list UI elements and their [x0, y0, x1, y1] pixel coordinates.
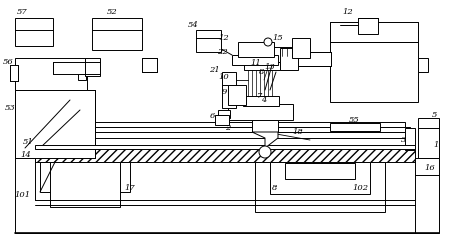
Bar: [35, 122, 405, 127]
Text: 101: 101: [14, 191, 30, 199]
Text: 17: 17: [125, 184, 135, 192]
Text: 7: 7: [257, 92, 263, 100]
Polygon shape: [252, 132, 278, 148]
Bar: [358, 18, 378, 34]
Bar: [35, 145, 415, 149]
Text: 56: 56: [3, 58, 13, 66]
Bar: [228, 85, 246, 105]
Bar: [53, 62, 93, 74]
Text: 3: 3: [401, 136, 407, 144]
Text: 1: 1: [433, 141, 439, 149]
Text: 12: 12: [343, 8, 353, 16]
Bar: [35, 127, 410, 132]
Bar: [85, 58, 100, 76]
Text: 15: 15: [272, 34, 283, 42]
Bar: [15, 18, 53, 46]
Bar: [196, 30, 221, 52]
Bar: [40, 162, 130, 192]
Bar: [92, 18, 142, 50]
Bar: [218, 110, 230, 118]
Text: 9: 9: [221, 88, 227, 96]
Bar: [280, 48, 298, 70]
Text: 12: 12: [219, 34, 229, 42]
Text: 6: 6: [209, 112, 215, 120]
Text: 55: 55: [349, 116, 360, 124]
Text: 21: 21: [209, 66, 219, 74]
Bar: [228, 104, 293, 120]
Circle shape: [259, 146, 271, 158]
Text: 10: 10: [219, 73, 229, 81]
Bar: [15, 58, 87, 90]
Text: 11: 11: [251, 59, 262, 67]
Bar: [270, 162, 370, 194]
Bar: [418, 58, 428, 72]
Polygon shape: [15, 90, 95, 158]
Bar: [405, 128, 415, 150]
Bar: [222, 72, 236, 108]
Text: 18: 18: [293, 128, 303, 136]
Text: 54: 54: [188, 21, 198, 29]
Text: 8: 8: [272, 184, 278, 192]
Text: 53: 53: [5, 104, 15, 112]
Text: 8: 8: [259, 68, 265, 76]
Bar: [142, 58, 157, 72]
Bar: [330, 22, 418, 102]
Bar: [78, 70, 86, 80]
Bar: [285, 163, 355, 179]
Bar: [244, 62, 280, 70]
Text: 4: 4: [262, 96, 266, 104]
Bar: [292, 38, 310, 58]
Text: 14: 14: [20, 151, 31, 159]
Bar: [35, 132, 415, 138]
Bar: [10, 65, 18, 81]
Text: 13: 13: [265, 63, 276, 71]
Bar: [35, 148, 415, 162]
Text: 16: 16: [424, 164, 435, 172]
Text: 22: 22: [217, 48, 227, 56]
Circle shape: [264, 38, 272, 46]
Bar: [330, 123, 380, 131]
Text: 5: 5: [432, 111, 438, 119]
Bar: [238, 42, 274, 57]
Text: 51: 51: [23, 138, 34, 146]
Bar: [215, 115, 229, 125]
Bar: [15, 158, 439, 233]
Text: 57: 57: [17, 8, 27, 16]
Text: 2: 2: [225, 124, 231, 132]
Bar: [252, 120, 278, 132]
Bar: [418, 118, 439, 158]
Text: 102: 102: [352, 184, 368, 192]
Bar: [255, 162, 385, 212]
Bar: [295, 52, 331, 66]
Text: 52: 52: [107, 8, 118, 16]
Bar: [243, 96, 279, 106]
Bar: [232, 55, 278, 65]
Bar: [50, 162, 120, 207]
Bar: [330, 22, 418, 42]
